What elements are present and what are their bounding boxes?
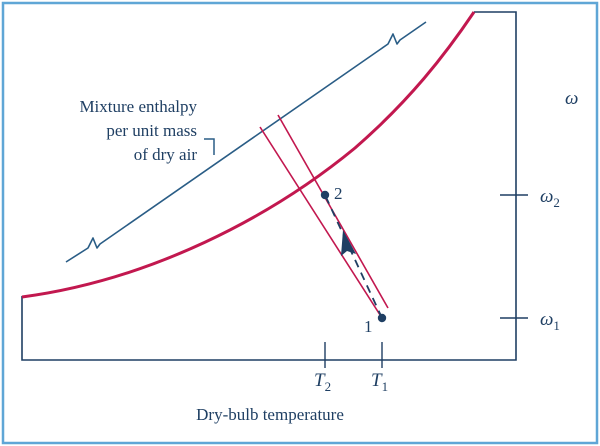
process-arrowhead [341, 230, 356, 256]
chart-axes [21, 11, 517, 361]
saturation-curve [21, 11, 476, 299]
omega-1-symbol: ω [540, 309, 553, 330]
enthalpy-line [65, 21, 427, 263]
T2-symbol: T [314, 370, 326, 391]
state-point-1 [377, 313, 387, 323]
omega-2-label: ω2 [540, 186, 560, 210]
process-path-dashed [324, 194, 383, 319]
x-axis-title: Dry-bulb temperature [196, 405, 344, 424]
process-line-upper [259, 126, 383, 319]
label-leader-line [204, 138, 215, 155]
T1-symbol: T [371, 370, 383, 391]
enthalpy-label-line3: of dry air [134, 145, 198, 164]
omega-1-label: ω1 [540, 309, 560, 333]
state-label-2: 2 [334, 184, 343, 203]
T1-label: T1 [371, 370, 388, 394]
omega-2-symbol: ω [540, 186, 553, 207]
state-label-1: 1 [364, 317, 373, 336]
omega-1-subscript: 1 [553, 318, 560, 333]
T2-label: T2 [314, 370, 331, 394]
omega-2-subscript: 2 [553, 195, 560, 210]
T1-subscript: 1 [382, 379, 389, 394]
enthalpy-label-line1: Mixture enthalpy [79, 97, 197, 116]
T2-subscript: 2 [325, 379, 332, 394]
enthalpy-label-line2: per unit mass [106, 121, 197, 140]
y-axis-symbol: ω [565, 88, 578, 109]
state-point-2 [320, 190, 330, 200]
